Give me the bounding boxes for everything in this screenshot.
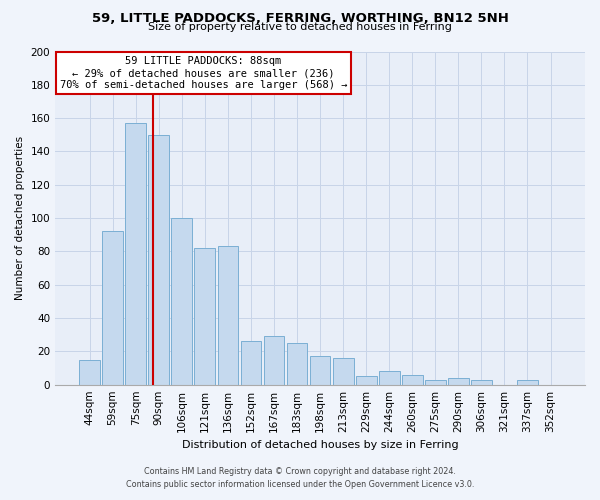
Bar xyxy=(471,380,492,384)
Bar xyxy=(79,360,100,384)
Bar xyxy=(218,246,238,384)
Bar xyxy=(448,378,469,384)
Bar xyxy=(310,356,331,384)
Bar xyxy=(333,358,353,384)
Y-axis label: Number of detached properties: Number of detached properties xyxy=(15,136,25,300)
Bar xyxy=(263,336,284,384)
Bar xyxy=(194,248,215,384)
Bar xyxy=(402,374,422,384)
Bar xyxy=(241,342,262,384)
Bar xyxy=(379,372,400,384)
Bar xyxy=(102,232,123,384)
Bar xyxy=(148,135,169,384)
Text: Size of property relative to detached houses in Ferring: Size of property relative to detached ho… xyxy=(148,22,452,32)
X-axis label: Distribution of detached houses by size in Ferring: Distribution of detached houses by size … xyxy=(182,440,458,450)
Bar xyxy=(356,376,377,384)
Text: 59, LITTLE PADDOCKS, FERRING, WORTHING, BN12 5NH: 59, LITTLE PADDOCKS, FERRING, WORTHING, … xyxy=(92,12,508,26)
Bar xyxy=(517,380,538,384)
Bar xyxy=(172,218,192,384)
Bar xyxy=(287,343,307,384)
Text: 59 LITTLE PADDOCKS: 88sqm
← 29% of detached houses are smaller (236)
70% of semi: 59 LITTLE PADDOCKS: 88sqm ← 29% of detac… xyxy=(60,56,347,90)
Text: Contains HM Land Registry data © Crown copyright and database right 2024.
Contai: Contains HM Land Registry data © Crown c… xyxy=(126,467,474,489)
Bar xyxy=(125,123,146,384)
Bar xyxy=(425,380,446,384)
